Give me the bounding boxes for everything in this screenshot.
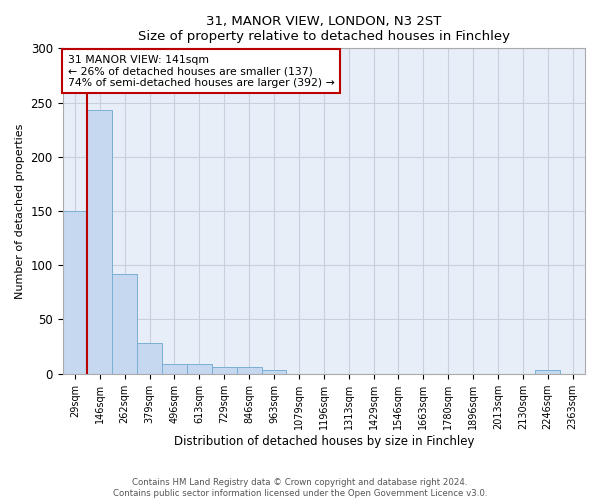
Bar [187,364,212,374]
Bar [535,370,560,374]
Title: 31, MANOR VIEW, LONDON, N3 2ST
Size of property relative to detached houses in F: 31, MANOR VIEW, LONDON, N3 2ST Size of p… [138,15,510,43]
Bar [137,344,162,374]
Text: 31 MANOR VIEW: 141sqm
← 26% of detached houses are smaller (137)
74% of semi-det: 31 MANOR VIEW: 141sqm ← 26% of detached … [68,55,335,88]
Bar [112,274,137,374]
Bar [162,364,187,374]
Bar [212,367,236,374]
Y-axis label: Number of detached properties: Number of detached properties [15,124,25,298]
Bar [262,370,286,374]
Bar [62,211,88,374]
Bar [88,110,112,374]
Text: Contains HM Land Registry data © Crown copyright and database right 2024.
Contai: Contains HM Land Registry data © Crown c… [113,478,487,498]
Bar [236,367,262,374]
X-axis label: Distribution of detached houses by size in Finchley: Distribution of detached houses by size … [173,434,474,448]
